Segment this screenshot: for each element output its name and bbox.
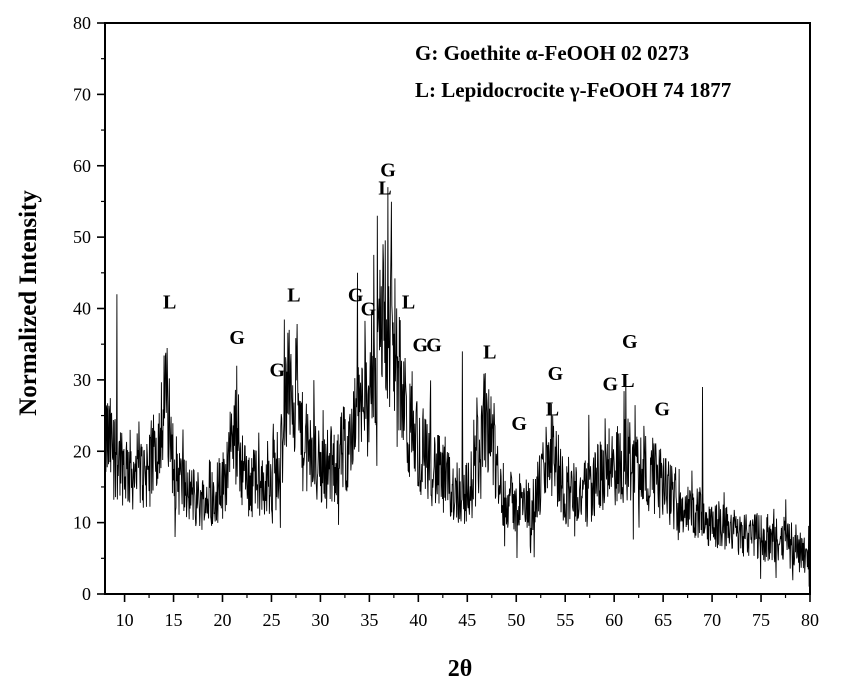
x-tick-label: 50 — [507, 610, 525, 630]
axes: 10 15 20 25 30 35 40 45 50 55 60 65 70 75 80 0 10 20 30 40 5… — [73, 13, 819, 630]
annotation-lepidocrocite: L — [546, 399, 559, 421]
annotation-goethite: G — [229, 327, 245, 349]
x-tick-label: 35 — [360, 610, 378, 630]
annotation-lepidocrocite: L — [163, 292, 176, 314]
annotation-goethite: G — [413, 334, 429, 356]
x-tick-label: 40 — [409, 610, 427, 630]
y-tick-label: 20 — [73, 441, 91, 461]
annotation-lepidocrocite: L — [402, 292, 415, 314]
annotation-goethite: G — [511, 413, 527, 435]
annotation-goethite: G — [654, 399, 670, 421]
annotation-goethite: G — [622, 331, 638, 353]
plot-area — [104, 187, 811, 587]
annotation-goethite: G — [361, 299, 377, 321]
x-tick-label: 75 — [752, 610, 770, 630]
x-tick-label: 15 — [165, 610, 183, 630]
y-tick-label: 30 — [73, 370, 91, 390]
y-tick-label: 50 — [73, 227, 91, 247]
y-tick-label: 60 — [73, 156, 91, 176]
x-tick-label: 80 — [801, 610, 819, 630]
x-tick-label: 10 — [116, 610, 134, 630]
annotation-lepidocrocite: L — [483, 341, 496, 363]
annotation-goethite: G — [548, 363, 564, 385]
x-tick-label: 60 — [605, 610, 623, 630]
y-tick-label: 40 — [73, 299, 91, 319]
y-tick-label: 70 — [73, 84, 91, 104]
x-tick-label: 55 — [556, 610, 574, 630]
annotation-goethite: G — [380, 159, 396, 181]
legend-entry-lepidocrocite: L: Lepidocrocite γ-FeOOH 74 1877 — [415, 78, 731, 102]
annotation-goethite: G — [270, 359, 286, 381]
x-tick-label: 70 — [703, 610, 721, 630]
annotation-goethite: G — [602, 374, 618, 396]
legend-entry-goethite: G: Goethite α-FeOOH 02 0273 — [415, 41, 689, 65]
legend: G: Goethite α-FeOOH 02 0273 L: Lepidocro… — [415, 41, 731, 102]
annotation-lepidocrocite: L — [287, 284, 300, 306]
annotation-goethite: G — [426, 334, 442, 356]
x-tick-label: 30 — [311, 610, 329, 630]
x-tick-label: 25 — [262, 610, 280, 630]
x-tick-label: 20 — [214, 610, 232, 630]
series-line — [104, 187, 811, 587]
y-axis-title: Normalized Intensity — [15, 190, 42, 416]
x-tick-label: 45 — [458, 610, 476, 630]
y-tick-label: 80 — [73, 13, 91, 33]
annotation-lepidocrocite: L — [378, 177, 391, 199]
annotation-goethite: G — [348, 284, 364, 306]
y-tick-label: 10 — [73, 513, 91, 533]
x-tick-label: 65 — [654, 610, 672, 630]
y-tick-label: 0 — [82, 584, 91, 604]
x-axis-title: 2θ — [448, 656, 473, 682]
annotation-lepidocrocite: L — [621, 370, 634, 392]
